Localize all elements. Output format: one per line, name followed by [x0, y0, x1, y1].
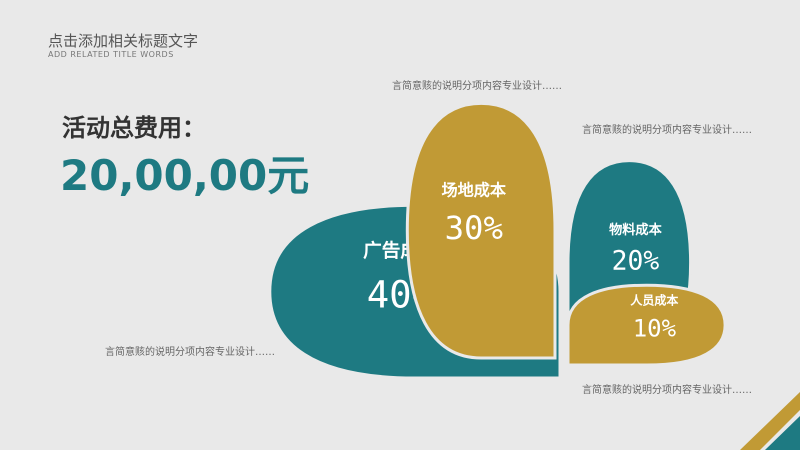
- category-label: 人员成本: [630, 292, 678, 307]
- value-label: 30%: [445, 209, 503, 247]
- description: 言简意赅的说明分项内容专业设计……: [105, 347, 275, 358]
- description: 言简意赅的说明分项内容专业设计……: [582, 125, 752, 136]
- summary-amount: 20,00,00元: [60, 151, 310, 200]
- description: 言简意赅的说明分项内容专业设计……: [582, 385, 752, 396]
- description: 言简意赅的说明分项内容专业设计……: [392, 81, 562, 92]
- petal: [566, 283, 727, 367]
- value-label: 10%: [633, 315, 677, 343]
- subtitle: ADD RELATED TITLE WORDS: [48, 50, 174, 59]
- corner-decoration: [740, 392, 800, 450]
- summary-label: 活动总费用：: [62, 114, 206, 142]
- petal: [405, 101, 557, 360]
- category-label: 场地成本: [441, 180, 506, 199]
- title: 点击添加相关标题文字: [48, 32, 199, 50]
- category-label: 物料成本: [609, 221, 663, 238]
- corner-decoration: [765, 416, 800, 450]
- value-label: 20%: [612, 247, 660, 277]
